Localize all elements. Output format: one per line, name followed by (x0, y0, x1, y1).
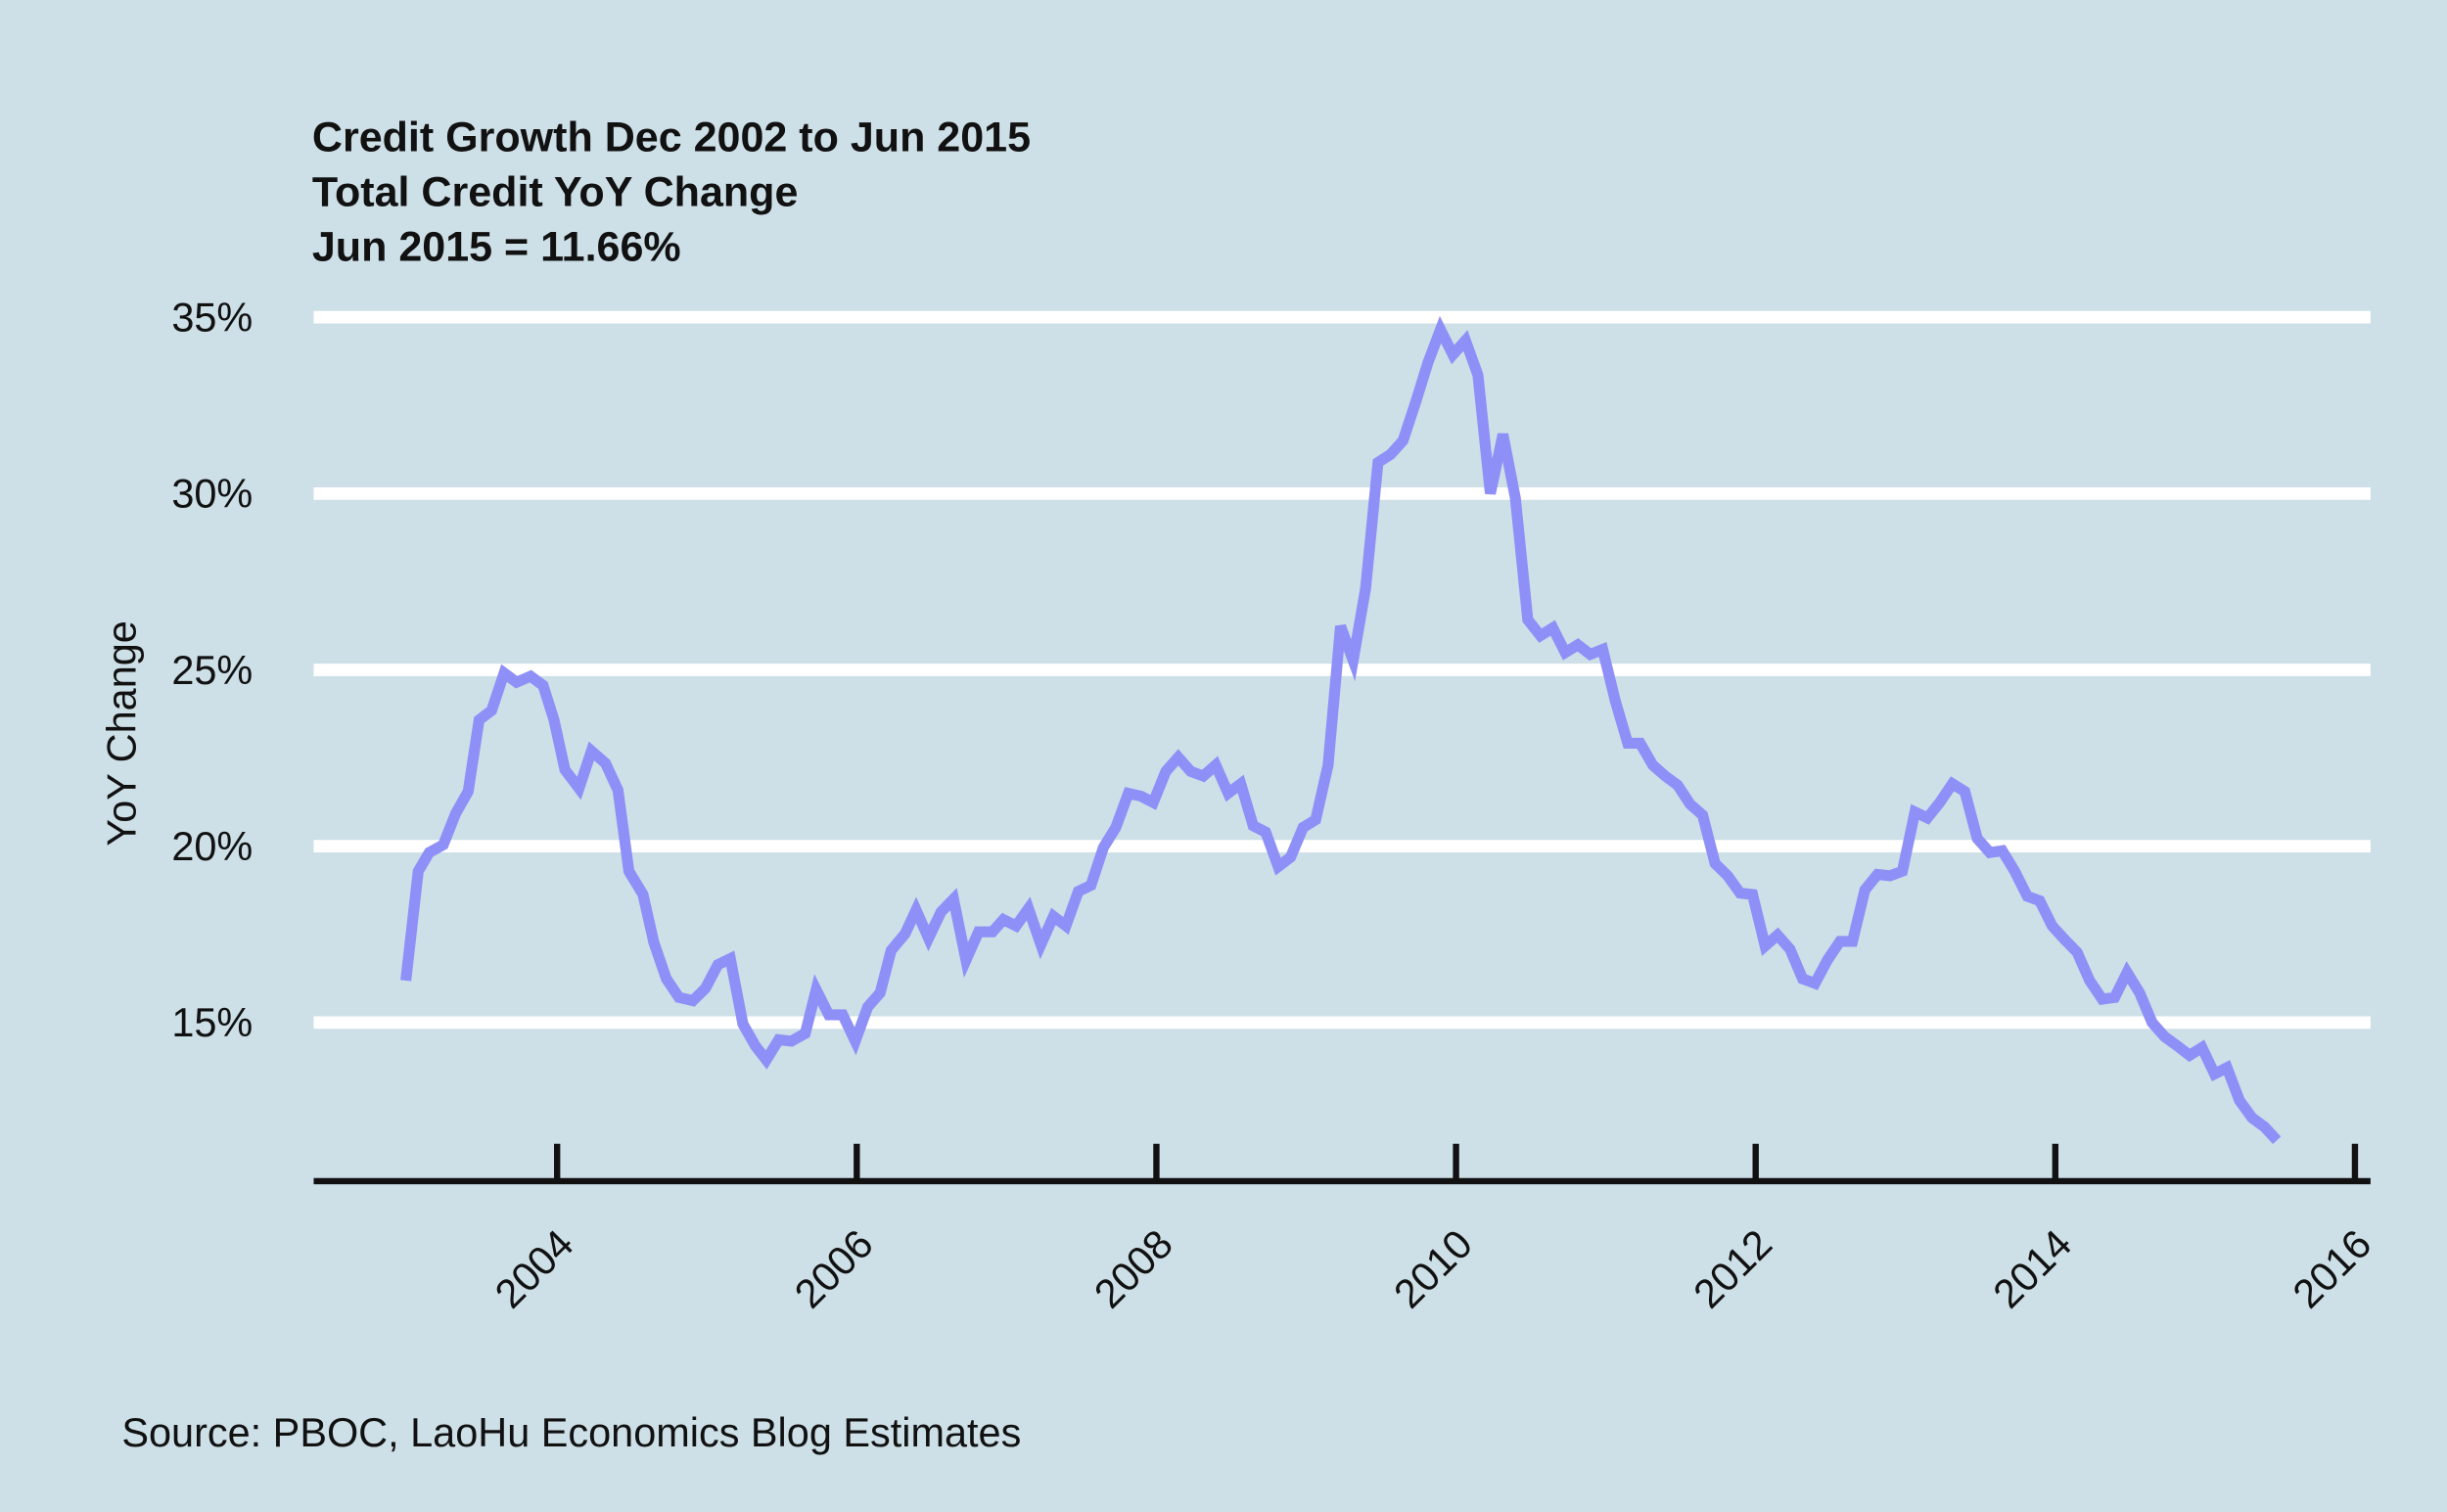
chart-subtitle: Total Credit YoY Change (312, 168, 799, 215)
y-tick-label: 25% (171, 647, 253, 693)
y-tick-label: 20% (171, 823, 253, 869)
data-line (400, 315, 2282, 1144)
annotation: Jun 2015 = 11.66% (312, 223, 681, 270)
source-note: Source: PBOC, LaoHu Economics Blog Estim… (121, 1409, 1021, 1455)
chart-title: Credit Growth Dec 2002 to Jun 2015 (312, 115, 1031, 161)
plot-area (400, 315, 2282, 1144)
y-axis-label: YoY Change (99, 620, 145, 846)
y-tick-label: 35% (171, 295, 253, 341)
y-tick-label: 30% (171, 471, 253, 517)
y-tick-label: 15% (171, 999, 253, 1045)
grid (313, 310, 2371, 1030)
